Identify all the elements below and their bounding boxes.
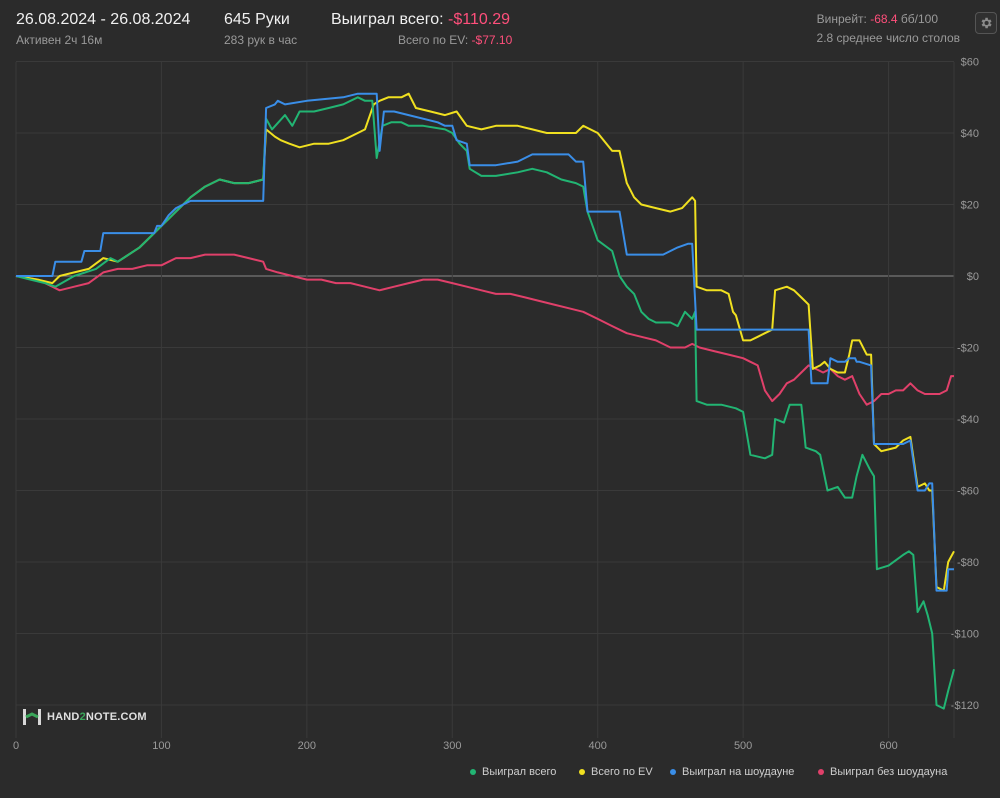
y-tick-label: -$120 — [951, 700, 979, 712]
logo-text-suffix: NOTE.COM — [85, 711, 147, 723]
hands-per-hour: 283 рук в час — [224, 33, 298, 47]
series-line — [15, 92, 955, 592]
series-line — [16, 92, 954, 592]
winrate-unit: бб/100 — [897, 12, 938, 26]
hand2note-logo: HAND2NOTE.COM — [22, 708, 147, 726]
legend-item-won-total[interactable]: Выиграл всего — [470, 766, 556, 778]
ev-total-summary: Всего по EV: -$77.10 — [398, 33, 512, 47]
y-tick-label: $60 — [961, 57, 979, 69]
winrate-value: -68.4 — [870, 12, 898, 26]
series-line — [15, 96, 955, 710]
y-tick-label: $20 — [961, 200, 979, 212]
x-tick-label: 600 — [879, 740, 897, 752]
hands-count: 645 Руки — [224, 11, 290, 28]
active-time: Активен 2ч 16м — [16, 33, 103, 47]
x-tick-label: 300 — [443, 740, 461, 752]
legend-dot — [670, 769, 676, 775]
y-tick-label: -$20 — [957, 343, 979, 355]
winrate-summary: Винрейт: -68.4 бб/100 — [817, 12, 938, 26]
legend-item-non-showdown[interactable]: Выиграл без шоудауна — [818, 766, 947, 778]
legend-label: Выиграл без шоудауна — [830, 766, 948, 778]
winrate-label: Винрейт: — [816, 12, 871, 26]
legend-label: Выиграл на шоудауне — [682, 766, 795, 778]
x-tick-label: 200 — [298, 740, 316, 752]
avg-tables: 2.8 среднее число столов — [816, 31, 960, 45]
logo-text-prefix: HAND — [47, 711, 80, 723]
won-total-label: Выиграл всего: — [331, 11, 449, 28]
won-total-summary: Выиграл всего: -$110.29 — [331, 11, 510, 29]
x-tick-label: 400 — [589, 740, 607, 752]
y-tick-label: $0 — [967, 271, 979, 283]
legend-dot — [579, 769, 585, 775]
legend-label: Всего по EV — [591, 766, 653, 778]
settings-button[interactable] — [975, 12, 997, 34]
x-tick-label: 100 — [152, 740, 170, 752]
legend-label: Выиграл всего — [482, 766, 557, 778]
x-tick-label: 500 — [734, 740, 752, 752]
series-line — [15, 253, 954, 406]
logo-text-accent: 2 — [79, 711, 86, 723]
y-tick-label: -$80 — [957, 557, 979, 569]
h2n-logo-icon — [23, 709, 41, 725]
logo-text: HAND2NOTE.COM — [47, 711, 147, 723]
legend-dot — [818, 769, 824, 775]
ev-total-value: -$77.10 — [471, 33, 513, 47]
ev-total-label: Всего по EV: — [398, 33, 472, 47]
legend-item-showdown[interactable]: Выиграл на шоудауне — [670, 766, 794, 778]
won-total-value: -$110.29 — [448, 11, 510, 28]
legend-dot — [470, 769, 476, 775]
y-tick-label: -$40 — [957, 414, 979, 426]
legend-item-ev-total[interactable]: Всего по EV — [579, 766, 653, 778]
gear-icon — [981, 17, 992, 29]
y-tick-label: $40 — [961, 128, 979, 140]
y-tick-label: -$100 — [951, 629, 979, 641]
y-tick-label: -$60 — [957, 486, 979, 498]
x-tick-label: 0 — [13, 740, 19, 752]
date-range: 26.08.2024 - 26.08.2024 — [16, 11, 191, 28]
